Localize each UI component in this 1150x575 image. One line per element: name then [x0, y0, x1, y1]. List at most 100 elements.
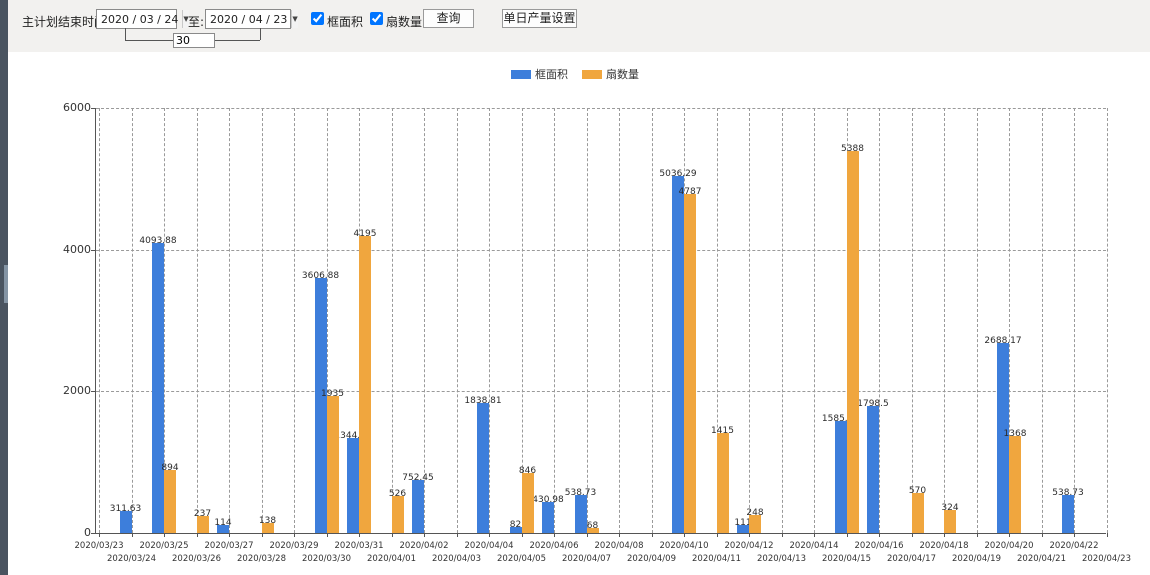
- x-tick-label: 2020/04/01: [367, 554, 416, 564]
- bar: [314, 277, 327, 533]
- x-axis-tick: [456, 533, 458, 537]
- x-tick-label: 2020/04/03: [432, 554, 481, 564]
- legend-label: 扇数量: [606, 68, 639, 81]
- bar: [672, 176, 684, 533]
- plan-end-time-label: 主计划结束时间:: [22, 15, 111, 29]
- x-axis-tick: [879, 533, 880, 537]
- x-tick-label: 2020/04/09: [627, 554, 676, 564]
- bar-value-label: 82: [509, 520, 522, 531]
- x-tick-label: 2020/04/13: [757, 554, 806, 564]
- x-axis-tick: [944, 533, 945, 537]
- fan-count-checkbox[interactable]: [370, 12, 383, 25]
- x-tick-label: 2020/04/20: [984, 541, 1034, 551]
- bar-value-label: 68: [586, 521, 599, 532]
- gridline-vertical: [131, 108, 133, 533]
- x-axis-tick: [391, 533, 393, 537]
- bar-value-label: 538.73: [1052, 487, 1084, 498]
- bar-value-label: 111: [734, 518, 752, 529]
- x-tick-label: 2020/03/23: [74, 541, 124, 551]
- bar: [737, 525, 749, 533]
- x-tick-label: 2020/03/26: [172, 554, 221, 564]
- x-tick-label: 2020/04/11: [692, 554, 741, 564]
- x-tick-label: 2020/04/10: [659, 541, 709, 551]
- x-axis-tick: [489, 533, 490, 537]
- bar-value-label: 2688.17: [984, 335, 1022, 346]
- frame-area-checkbox[interactable]: [311, 12, 324, 25]
- bar: [119, 510, 132, 533]
- x-axis-tick: [684, 533, 685, 537]
- gridline-vertical: [261, 108, 263, 533]
- x-tick-label: 2020/04/17: [887, 554, 936, 564]
- x-axis-tick: [1106, 533, 1108, 537]
- legend-item-fan-count: 扇数量: [582, 66, 639, 82]
- gridline-vertical: [879, 108, 880, 533]
- query-button[interactable]: 查询: [423, 9, 474, 28]
- bar-value-label: 846: [518, 466, 537, 477]
- bar: [997, 342, 1009, 533]
- bar-value-label: 114: [214, 517, 232, 528]
- bar-value-label: 526: [388, 488, 407, 499]
- bar-value-label: 570: [908, 485, 927, 496]
- left-panel-notch: [4, 265, 8, 303]
- bar: [834, 420, 847, 533]
- x-axis-tick: [261, 533, 263, 537]
- gridline-vertical: [229, 108, 230, 533]
- x-tick-label: 2020/03/25: [139, 541, 189, 551]
- bar-value-label: 1838.81: [464, 395, 502, 406]
- x-tick-label: 2020/04/05: [497, 554, 546, 564]
- bar-value-label: 1798.5: [857, 398, 889, 409]
- x-axis-tick: [1009, 533, 1010, 537]
- days-input[interactable]: [173, 33, 215, 48]
- x-tick-label: 2020/04/19: [952, 554, 1001, 564]
- bar: [684, 193, 696, 533]
- x-tick-label: 2020/04/23: [1082, 554, 1131, 564]
- gridline-vertical: [196, 108, 198, 533]
- toolbar: 主计划结束时间: 2020 / 03 / 24 ▼ 至: 2020 / 04 /…: [8, 0, 1150, 52]
- x-tick-label: 2020/03/24: [107, 554, 156, 564]
- bar: [164, 469, 176, 533]
- bar-value-label: 538.73: [564, 487, 597, 498]
- chevron-down-icon[interactable]: ▼: [182, 10, 189, 28]
- gridline-vertical: [911, 108, 913, 533]
- bar-value-label: 1935: [321, 388, 344, 399]
- x-axis-tick: [586, 533, 588, 537]
- x-axis-tick: [716, 533, 718, 537]
- connector-line: [125, 28, 126, 40]
- bar-value-label: 1415: [711, 425, 734, 436]
- x-axis-tick: [294, 533, 295, 537]
- y-axis-tick: [91, 533, 96, 534]
- x-axis-tick: [424, 533, 425, 537]
- end-date-picker[interactable]: 2020 / 04 / 23 ▼: [205, 9, 298, 29]
- y-axis-tick: [91, 391, 96, 393]
- gridline-horizontal: [96, 249, 1106, 251]
- gridline-vertical: [976, 108, 978, 533]
- daily-output-settings-button[interactable]: 单日产量设置: [502, 9, 577, 28]
- start-date-picker[interactable]: 2020 / 03 / 24 ▼: [96, 9, 189, 29]
- gridline-vertical: [294, 108, 295, 533]
- bar: [542, 502, 554, 533]
- frame-area-swatch-icon: [511, 69, 531, 79]
- bar-value-label: 1344.95: [334, 430, 372, 441]
- x-axis-tick: [781, 533, 783, 537]
- x-tick-label: 2020/04/06: [529, 541, 579, 551]
- y-axis-tick: [91, 249, 96, 251]
- x-axis-tick: [911, 533, 913, 537]
- x-axis-tick: [229, 533, 230, 537]
- gridline-vertical: [424, 108, 425, 533]
- x-tick-label: 2020/04/02: [399, 541, 449, 551]
- x-tick-label: 2020/04/18: [919, 541, 969, 551]
- chevron-down-icon[interactable]: ▼: [291, 10, 298, 28]
- x-axis-tick: [196, 533, 198, 537]
- bar-value-label: 324: [941, 503, 959, 514]
- gridline-horizontal: [96, 108, 1106, 109]
- gridline-vertical: [554, 108, 555, 533]
- gridline-vertical: [99, 108, 100, 533]
- x-axis-tick: [326, 533, 328, 537]
- bar: [261, 523, 274, 533]
- bar: [867, 405, 879, 533]
- bar: [846, 151, 859, 533]
- x-tick-label: 2020/03/27: [204, 541, 254, 551]
- bar-value-label: 311.63: [109, 503, 142, 514]
- x-tick-label: 2020/04/16: [854, 541, 904, 551]
- gridline-vertical: [1009, 108, 1010, 533]
